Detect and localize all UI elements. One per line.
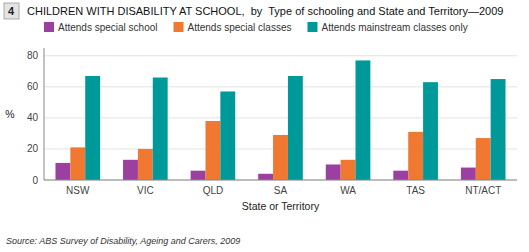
legend-swatch <box>174 22 184 32</box>
x-axis-line <box>44 180 517 181</box>
x-tick-label: QLD <box>203 185 224 196</box>
y-axis-line <box>44 48 45 180</box>
grid-line <box>44 86 517 87</box>
bar <box>461 168 476 180</box>
legend-label: Attends mainstream classes only <box>321 22 467 33</box>
bar <box>85 76 100 180</box>
legend-swatch <box>44 22 54 32</box>
bar <box>423 82 438 180</box>
bar <box>220 91 235 180</box>
x-tick-label: TAS <box>406 185 425 196</box>
bar <box>273 135 288 180</box>
bar <box>408 132 423 180</box>
x-tick-label: VIC <box>137 185 154 196</box>
bar <box>476 138 491 180</box>
x-tick-label: WA <box>340 185 356 196</box>
figure-label-box <box>4 3 19 19</box>
bar <box>341 160 356 180</box>
grid <box>44 56 517 180</box>
bar <box>138 149 153 180</box>
x-axis-label: State or Territory <box>242 200 320 212</box>
x-tick-label: NT/ACT <box>465 185 501 196</box>
bar <box>70 147 85 180</box>
x-tick-label: SA <box>274 185 288 196</box>
y-tick-label: 40 <box>27 112 39 123</box>
source-note: Source: ABS Survey of Disability, Ageing… <box>6 236 240 246</box>
y-tick-label: 60 <box>27 81 39 92</box>
legend-label: Attends special school <box>58 22 158 33</box>
y-tick-label: 80 <box>27 50 39 61</box>
grid-line <box>44 55 517 56</box>
bar <box>326 164 341 180</box>
bar <box>258 174 273 180</box>
bar <box>123 160 138 180</box>
grid-line <box>44 180 517 181</box>
bar <box>393 171 408 180</box>
y-axis-label: % <box>5 108 14 120</box>
bar <box>205 121 220 180</box>
legend-label: Attends special classes <box>188 22 292 33</box>
figure-label: 4 <box>8 5 15 17</box>
chart: 4 CHILDREN WITH DISABILITY AT SCHOOL, by … <box>0 0 529 252</box>
x-tick-label: NSW <box>66 185 90 196</box>
bar <box>288 76 303 180</box>
bar <box>491 79 506 180</box>
title: CHILDREN WITH DISABILITY AT SCHOOL, by T… <box>27 5 503 17</box>
legend-swatch <box>307 22 317 32</box>
legend: Attends special school Attends special cl… <box>44 22 468 33</box>
bar <box>191 171 206 180</box>
bars <box>55 60 505 180</box>
y-tick-label: 20 <box>27 143 39 154</box>
bar <box>55 163 70 180</box>
bar <box>356 60 371 180</box>
bar <box>153 78 168 180</box>
grid-line <box>44 117 517 118</box>
y-tick-label: 0 <box>32 175 38 186</box>
